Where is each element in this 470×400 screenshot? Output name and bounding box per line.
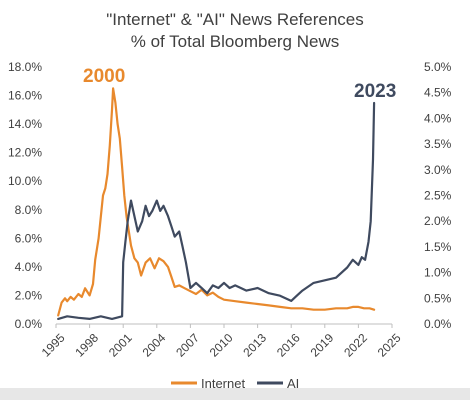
x-tick-label: 2025 bbox=[375, 331, 404, 360]
y-left-tick-label: 12.0% bbox=[8, 146, 42, 160]
legend-label-internet: Internet bbox=[201, 376, 245, 391]
y-right-tick-label: 4.5% bbox=[424, 86, 452, 100]
annotation-peak-internet: 2000 bbox=[83, 66, 125, 87]
y-right-tick-label: 1.0% bbox=[424, 266, 452, 280]
x-tick-label: 2022 bbox=[341, 331, 370, 360]
y-right-tick-label: 3.5% bbox=[424, 137, 452, 151]
x-tick-label: 2010 bbox=[207, 331, 236, 360]
x-tick-label: 2013 bbox=[240, 331, 269, 360]
y-left-tick-label: 6.0% bbox=[15, 231, 43, 245]
y-left-tick-label: 18.0% bbox=[8, 60, 42, 74]
x-tick-label: 1998 bbox=[72, 331, 101, 360]
x-tick-label: 2001 bbox=[106, 331, 135, 360]
bottom-bar bbox=[0, 388, 470, 400]
x-tick-label: 2019 bbox=[308, 331, 337, 360]
y-right-tick-label: 4.0% bbox=[424, 111, 452, 125]
legend: Internet AI bbox=[171, 376, 299, 391]
y-left-tick-label: 8.0% bbox=[15, 203, 43, 217]
y-left-tick-label: 14.0% bbox=[8, 117, 42, 131]
chart-title: "Internet" & "AI" News References bbox=[106, 10, 364, 29]
chart-subtitle: % of Total Bloomberg News bbox=[131, 32, 340, 51]
y-left-tick-label: 0.0% bbox=[15, 317, 43, 331]
y-right-tick-label: 0.5% bbox=[424, 291, 452, 305]
y-right-tick-label: 1.5% bbox=[424, 240, 452, 254]
series-lines bbox=[57, 87, 376, 320]
series-line-ai bbox=[57, 101, 376, 320]
y-right-tick-label: 0.0% bbox=[424, 317, 452, 331]
y-left-tick-label: 10.0% bbox=[8, 174, 42, 188]
x-tick-label: 1995 bbox=[39, 331, 68, 360]
x-tick-label: 2004 bbox=[140, 331, 169, 360]
axes: 0.0% 2.0% 4.0% 6.0% 8.0% 10.0% 12.0% 14.0% 16.0%… bbox=[8, 60, 452, 360]
y-right-tick-label: 3.0% bbox=[424, 163, 452, 177]
x-tick-label: 2016 bbox=[274, 331, 303, 360]
y-left-tick-label: 16.0% bbox=[8, 89, 42, 103]
annotation-peak-ai: 2023 bbox=[354, 81, 396, 102]
y-right-tick-label: 5.0% bbox=[424, 60, 452, 74]
y-left-tick-label: 2.0% bbox=[15, 288, 43, 302]
y-right-tick-label: 2.5% bbox=[424, 189, 452, 203]
legend-label-ai: AI bbox=[287, 376, 299, 391]
series-line-internet bbox=[57, 87, 376, 317]
y-right-tick-label: 2.0% bbox=[424, 214, 452, 228]
x-tick-label: 2007 bbox=[173, 331, 202, 360]
y-left-tick-label: 4.0% bbox=[15, 260, 43, 274]
